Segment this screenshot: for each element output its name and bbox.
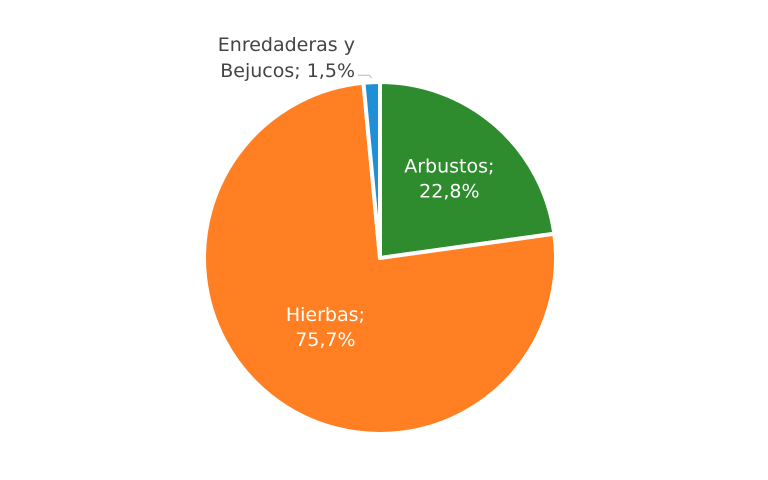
slice-label-value-hierbas: 75,7% [295, 329, 355, 351]
slice-label-name-hierbas: Hierbas; [286, 304, 365, 326]
slice-label-name-arbustos: Arbustos; [404, 155, 494, 177]
pie-slice-arbustos [378, 80, 557, 260]
leader-line-enredaderas-y-bejucos [358, 74, 372, 79]
pie-slice-enredaderas-y-bejucos [361, 80, 382, 260]
pie-labels: Arbustos; 22,8% Hierbas; 75,7% Enredaderas y… [218, 34, 495, 351]
slice-label-value-enredaderas-y-bejucos: Bejucos; 1,5% [220, 60, 355, 82]
slice-label-value-arbustos: 22,8% [419, 180, 479, 202]
slice-label-name-enredaderas-y-bejucos: Enredaderas y [218, 34, 355, 56]
pie-slices [202, 80, 558, 436]
